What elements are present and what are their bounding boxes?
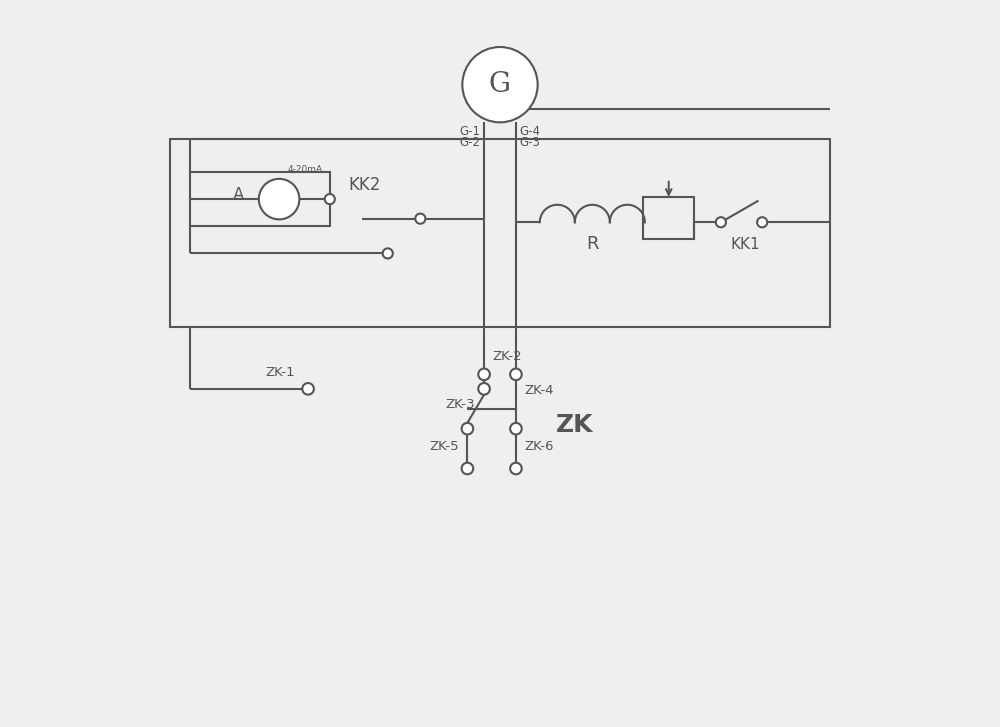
Circle shape	[383, 249, 393, 259]
Text: ZK-1: ZK-1	[265, 366, 295, 379]
Text: G-1: G-1	[459, 124, 480, 137]
Circle shape	[716, 217, 726, 228]
Text: ZK-2: ZK-2	[493, 350, 522, 363]
Circle shape	[462, 462, 473, 474]
Text: A: A	[233, 187, 244, 204]
Circle shape	[462, 423, 473, 435]
Circle shape	[510, 369, 522, 380]
Circle shape	[415, 214, 425, 224]
Text: G-3: G-3	[520, 136, 540, 149]
Text: ZK-6: ZK-6	[525, 441, 554, 454]
Text: ZK-5: ZK-5	[429, 441, 459, 454]
Text: G-4: G-4	[520, 124, 541, 137]
Bar	[190, 172, 330, 226]
Text: R: R	[586, 235, 599, 253]
Circle shape	[302, 383, 314, 395]
Text: ZK: ZK	[556, 413, 593, 437]
Circle shape	[510, 423, 522, 435]
Text: KK1: KK1	[730, 236, 760, 252]
Circle shape	[510, 462, 522, 474]
Circle shape	[462, 47, 538, 122]
Text: 4-20mA: 4-20mA	[288, 165, 323, 174]
Circle shape	[478, 383, 490, 395]
Circle shape	[259, 179, 299, 220]
Text: ZK-3: ZK-3	[446, 398, 475, 411]
Text: KK2: KK2	[348, 176, 380, 193]
Circle shape	[325, 194, 335, 204]
Text: G-2: G-2	[459, 136, 480, 149]
Bar	[643, 197, 694, 239]
Bar	[170, 139, 830, 327]
Circle shape	[478, 369, 490, 380]
Circle shape	[757, 217, 767, 228]
Text: ZK-4: ZK-4	[525, 384, 554, 397]
Text: G: G	[489, 71, 511, 98]
